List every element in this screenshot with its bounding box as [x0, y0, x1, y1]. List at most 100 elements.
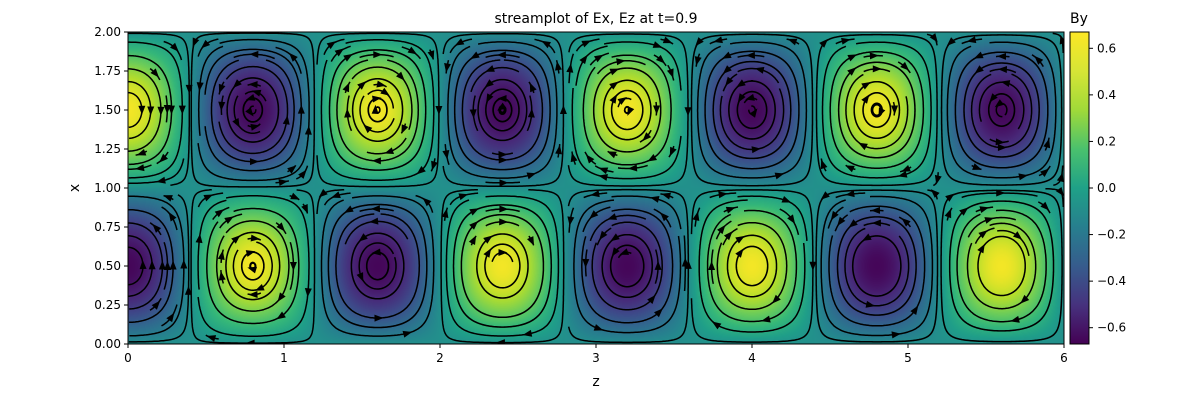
- y-tick-label: 1.50: [94, 103, 121, 117]
- streamline-arrow: [1034, 55, 1044, 65]
- streamline-arrow: [218, 101, 226, 111]
- streamline-arrow: [589, 210, 599, 219]
- streamline-arrow: [900, 61, 910, 71]
- streamline-arrow: [774, 172, 785, 180]
- streamline-arrow: [470, 51, 480, 59]
- streamline-arrow: [469, 208, 479, 216]
- streamline-arrow: [723, 231, 733, 241]
- streamline-arrow: [527, 108, 535, 118]
- streamline-arrow: [163, 195, 173, 202]
- streamline-arrow: [287, 165, 297, 174]
- streamline-arrow: [396, 71, 405, 81]
- streamline-arrow: [655, 54, 665, 64]
- x-tick-label: 2: [436, 351, 444, 365]
- streamline-arrow: [373, 51, 383, 59]
- streamline-arrow: [169, 260, 177, 270]
- x-tick-label: 6: [1060, 351, 1068, 365]
- streamline-arrow: [974, 65, 984, 74]
- streamline-arrow: [711, 321, 722, 330]
- streamline-arrow: [441, 208, 449, 219]
- streamline-arrow: [722, 51, 732, 59]
- streamline-arrow: [694, 56, 702, 66]
- streamline-arrow: [245, 339, 255, 344]
- streamline-arrow: [435, 106, 443, 115]
- streamline-arrow: [232, 79, 242, 88]
- streamline-arrow: [431, 160, 438, 171]
- streamline-arrow: [217, 250, 225, 260]
- streamline-arrow: [653, 308, 663, 318]
- streamline-arrow: [184, 285, 192, 295]
- streamline-arrow: [255, 283, 265, 291]
- streamline-arrow: [497, 102, 507, 111]
- streamline-arrow: [250, 123, 260, 131]
- streamline-arrow: [984, 217, 994, 224]
- streamline-arrow: [301, 204, 308, 214]
- streamline-arrow: [869, 52, 879, 60]
- streamline-arrow: [147, 106, 155, 116]
- streamline-arrow: [167, 105, 175, 115]
- streamline-arrow: [527, 236, 535, 246]
- streamline-arrow: [376, 80, 386, 88]
- streamline-arrow: [1010, 315, 1020, 323]
- colorbar-tick-label: 0.2: [1097, 134, 1116, 148]
- streamline-arrow: [607, 213, 618, 220]
- colorbar-tick-label: 0.6: [1097, 41, 1116, 55]
- streamline-arrow: [1000, 80, 1011, 87]
- streamline-arrow: [787, 38, 798, 46]
- streamline-arrow: [152, 223, 162, 233]
- streamline-arrow: [585, 154, 595, 164]
- streamline-arrow: [555, 145, 563, 155]
- streamline-arrow: [304, 288, 312, 298]
- streamline-arrow: [862, 233, 872, 241]
- streamline-arrow: [567, 216, 575, 226]
- streamline-arrow: [725, 76, 734, 87]
- streamline-arrow: [497, 95, 507, 103]
- streamline-arrow: [185, 84, 193, 94]
- streamline-arrow: [878, 107, 886, 118]
- streamline-arrow: [872, 65, 882, 73]
- streamline-arrow: [195, 233, 203, 244]
- streamline-arrow: [858, 142, 868, 151]
- streamline-arrow: [245, 93, 256, 101]
- streamline-arrow: [151, 300, 161, 310]
- y-tick-label: 0.50: [94, 259, 121, 273]
- streamline-arrow: [357, 81, 367, 90]
- streamline-arrow: [245, 107, 254, 117]
- streamline-arrow: [865, 300, 876, 308]
- plot-area: [127, 31, 1065, 345]
- streamline-arrow: [692, 211, 700, 221]
- streamline-arrow: [214, 209, 225, 218]
- streamline-arrow: [1018, 173, 1028, 181]
- streamline-arrow: [781, 195, 792, 203]
- streamline-arrow: [929, 33, 938, 43]
- streamline-arrow: [454, 38, 465, 46]
- streamline-arrow: [819, 38, 828, 48]
- streamline-arrow: [901, 165, 911, 172]
- streamline-arrow: [407, 46, 418, 55]
- streamline-arrow: [224, 216, 234, 224]
- streamline-arrow: [820, 191, 830, 200]
- streamline-arrow: [848, 219, 858, 228]
- streamline-arrow: [422, 197, 432, 207]
- streamline-arrow: [841, 37, 851, 45]
- streamline-arrow: [837, 216, 846, 227]
- streamline-arrow: [484, 79, 494, 88]
- colorbar-tick-label: 0.4: [1097, 88, 1116, 102]
- streamline-arrow: [282, 115, 290, 125]
- streamline-arrow: [717, 224, 726, 235]
- streamline-arrow: [168, 212, 177, 222]
- streamline-arrow: [178, 105, 186, 115]
- streamline-arrow: [206, 335, 217, 342]
- streamline-arrow: [1059, 34, 1064, 45]
- streamline-arrow: [647, 153, 658, 162]
- streamline-arrow: [157, 106, 165, 116]
- streamline-arrow: [570, 152, 578, 163]
- x-tick-label: 5: [904, 351, 912, 365]
- streamline-arrow: [277, 292, 286, 302]
- streamline-arrow: [150, 68, 159, 78]
- streamline-arrow: [250, 234, 260, 242]
- streamline-arrow: [342, 82, 350, 93]
- streamline-arrow: [977, 243, 985, 254]
- streamline-arrow: [861, 94, 870, 104]
